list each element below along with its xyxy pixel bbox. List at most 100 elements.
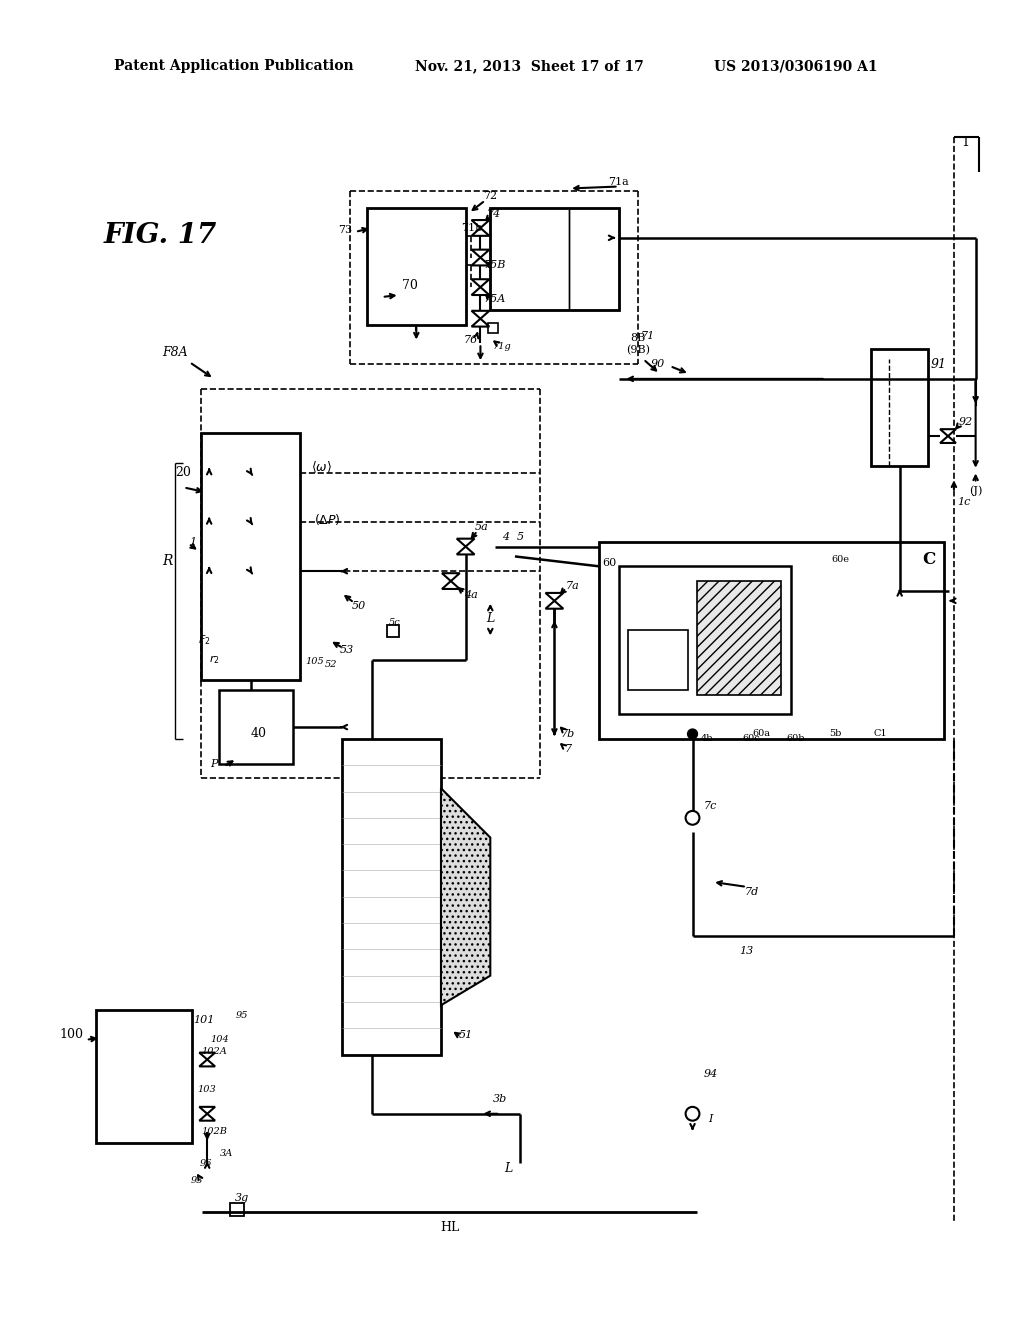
Text: 71g: 71g (493, 342, 512, 351)
Polygon shape (472, 257, 489, 265)
Text: 71: 71 (641, 331, 655, 342)
Text: 91: 91 (930, 358, 946, 371)
Text: 51: 51 (459, 1030, 473, 1040)
Bar (569, 209, 618, 310)
Text: 8B
(9B): 8B (9B) (627, 334, 650, 355)
Polygon shape (546, 601, 563, 609)
Bar (599, 541, 944, 739)
Polygon shape (200, 1060, 215, 1067)
Text: 50: 50 (352, 601, 367, 611)
Polygon shape (472, 249, 489, 257)
Text: 71b: 71b (461, 223, 482, 232)
Text: P: P (210, 759, 218, 768)
Bar (569, 209, 618, 310)
Text: 102A: 102A (202, 1047, 227, 1056)
Polygon shape (442, 581, 460, 589)
Text: 7b: 7b (561, 729, 575, 739)
Bar (488, 322, 499, 333)
Text: 101: 101 (194, 1015, 215, 1026)
Text: 60e: 60e (831, 554, 850, 564)
Text: 1: 1 (188, 537, 196, 546)
Polygon shape (940, 429, 955, 436)
Text: 7d: 7d (744, 887, 759, 896)
Text: I: I (708, 1114, 713, 1123)
Text: 100: 100 (59, 1028, 84, 1041)
Polygon shape (472, 280, 489, 288)
Circle shape (687, 729, 697, 739)
Text: 5c: 5c (389, 618, 400, 627)
Text: 94: 94 (703, 1069, 718, 1080)
Text: F8A: F8A (162, 346, 187, 359)
Text: 90: 90 (651, 359, 666, 370)
Text: R: R (162, 554, 173, 569)
Text: $(\Delta P)$: $(\Delta P)$ (314, 512, 341, 528)
Bar (95, 1010, 193, 1143)
Polygon shape (457, 539, 474, 546)
Text: 4a: 4a (464, 590, 477, 599)
Text: 96: 96 (200, 1159, 212, 1168)
Text: 5: 5 (516, 532, 523, 541)
Polygon shape (442, 573, 460, 581)
Text: 70: 70 (401, 279, 418, 292)
Text: 104: 104 (211, 1035, 229, 1044)
Text: 5a: 5a (474, 521, 488, 532)
Text: 105: 105 (305, 657, 324, 667)
Text: $\langle\omega\rangle$: $\langle\omega\rangle$ (311, 461, 332, 475)
Polygon shape (940, 436, 955, 444)
Text: US 2013/0306190 A1: US 2013/0306190 A1 (715, 59, 878, 73)
Polygon shape (472, 288, 489, 294)
Text: 13: 13 (739, 946, 754, 956)
Polygon shape (200, 1052, 215, 1060)
Text: 7: 7 (564, 743, 571, 754)
Bar (229, 1203, 244, 1216)
Polygon shape (200, 1107, 215, 1114)
Polygon shape (472, 310, 489, 318)
Polygon shape (546, 593, 563, 601)
Text: 52: 52 (326, 660, 338, 669)
Text: HL: HL (440, 1221, 460, 1234)
Circle shape (686, 1107, 699, 1121)
Text: 103: 103 (197, 1085, 216, 1093)
Text: C1: C1 (873, 730, 887, 738)
Text: 53: 53 (340, 645, 354, 655)
Text: 7c: 7c (703, 801, 717, 810)
Text: 76: 76 (464, 335, 477, 346)
Text: 71a: 71a (608, 177, 629, 186)
Bar (871, 350, 929, 466)
Bar (618, 566, 792, 714)
Bar (202, 433, 300, 680)
Text: 73: 73 (338, 224, 352, 235)
Text: 60c: 60c (742, 734, 761, 743)
Bar (219, 689, 293, 763)
Text: 74: 74 (487, 209, 502, 219)
Polygon shape (472, 228, 489, 236)
Bar (387, 626, 398, 638)
Text: (J): (J) (969, 484, 982, 495)
Text: Patent Application Publication: Patent Application Publication (114, 59, 353, 73)
Text: 7a: 7a (565, 581, 579, 591)
Polygon shape (200, 1114, 215, 1121)
Text: 95: 95 (236, 1011, 248, 1019)
Text: Nov. 21, 2013  Sheet 17 of 17: Nov. 21, 2013 Sheet 17 of 17 (416, 59, 644, 73)
Text: 93: 93 (191, 1176, 204, 1185)
Polygon shape (472, 220, 489, 228)
Text: 4: 4 (502, 532, 509, 541)
Text: $F_2$: $F_2$ (198, 634, 211, 647)
Text: 3b: 3b (493, 1094, 507, 1104)
Polygon shape (472, 318, 489, 326)
Text: 1c: 1c (957, 498, 971, 507)
Text: 72: 72 (483, 191, 498, 202)
Text: 40: 40 (251, 727, 266, 741)
Text: 75B: 75B (484, 260, 507, 271)
Text: C: C (923, 550, 936, 568)
Bar (629, 631, 687, 689)
Bar (367, 209, 466, 325)
Polygon shape (457, 546, 474, 554)
Text: 1: 1 (962, 136, 970, 149)
Text: 60b: 60b (786, 734, 805, 743)
Bar (490, 209, 618, 310)
Bar (697, 581, 781, 694)
Text: 4b: 4b (701, 734, 714, 743)
Text: FIG. 17: FIG. 17 (103, 222, 216, 249)
Text: 20: 20 (175, 466, 191, 479)
